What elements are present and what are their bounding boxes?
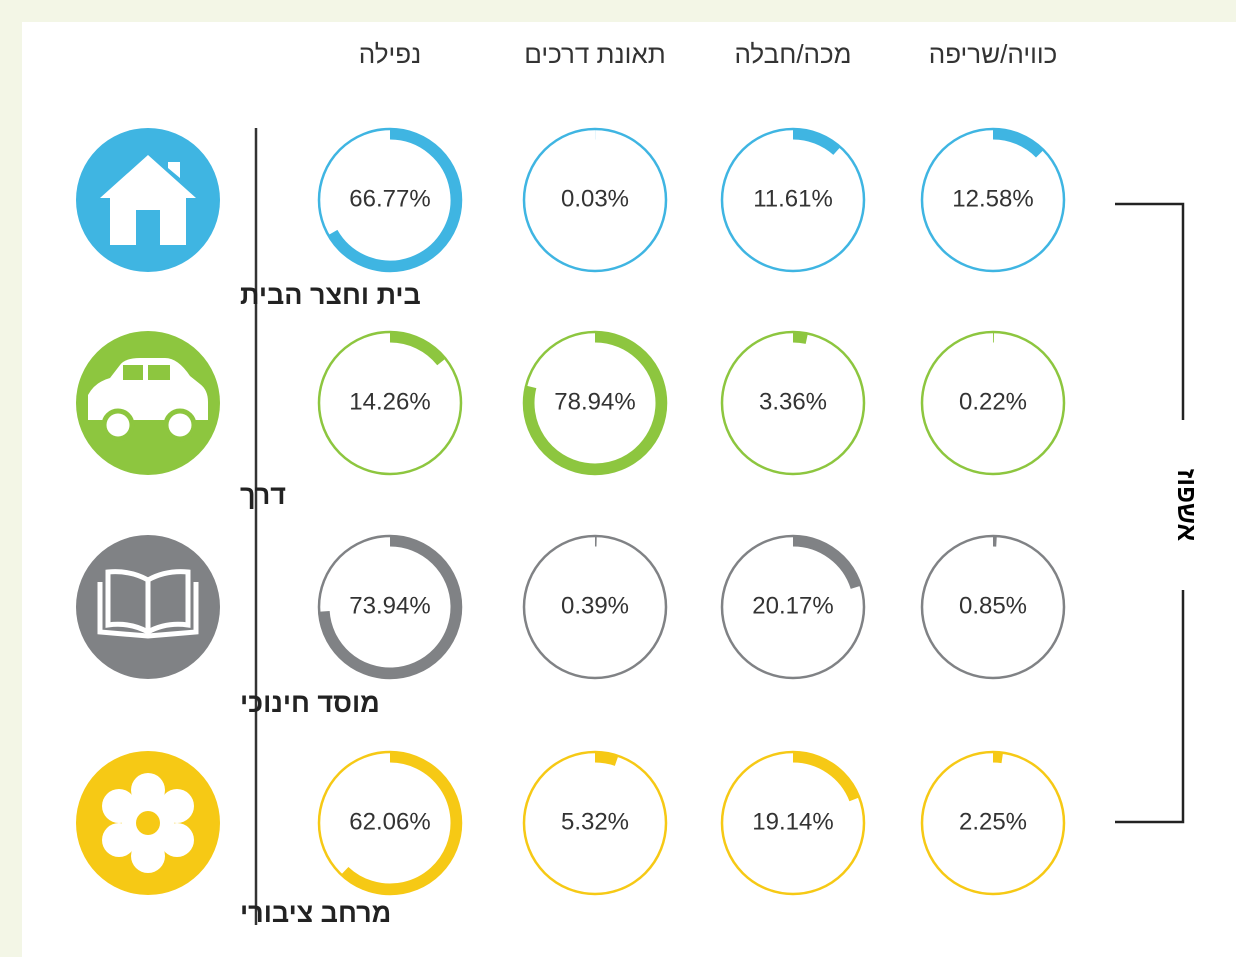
ring-arc bbox=[792, 751, 860, 802]
column-header: כוויה/שריפה bbox=[929, 39, 1058, 69]
ring-arc bbox=[992, 128, 1044, 158]
ring-arc bbox=[318, 535, 462, 679]
ring-track bbox=[920, 330, 1066, 476]
value-label: 66.77% bbox=[349, 185, 430, 212]
value-label: 0.22% bbox=[959, 388, 1027, 415]
value-label: 2.25% bbox=[959, 808, 1027, 835]
value-label: 62.06% bbox=[349, 808, 430, 835]
car-icon bbox=[88, 358, 208, 442]
ring-arc bbox=[340, 751, 462, 895]
value-label: 20.17% bbox=[752, 592, 833, 619]
row-label: דרך bbox=[240, 480, 286, 510]
value-label: 11.61% bbox=[753, 185, 833, 212]
ring-arc bbox=[792, 331, 808, 344]
row-label: מרחב ציבורי bbox=[240, 898, 391, 928]
ring-arc bbox=[523, 331, 667, 475]
ring-arc bbox=[792, 128, 841, 156]
value-label: 0.85% bbox=[959, 592, 1027, 619]
value-label: 3.36% bbox=[759, 388, 827, 415]
value-label: 0.03% bbox=[561, 185, 629, 212]
value-label: 78.94% bbox=[554, 388, 635, 415]
ring-track bbox=[522, 534, 668, 680]
ring-arc bbox=[792, 535, 862, 590]
icons bbox=[88, 155, 208, 873]
value-label: 14.26% bbox=[349, 388, 430, 415]
book-icon bbox=[97, 569, 199, 639]
column-header: נפילה bbox=[359, 39, 421, 69]
value-label: 19.14% bbox=[752, 808, 833, 835]
ring-track bbox=[720, 127, 866, 273]
value-label: 12.58% bbox=[952, 185, 1033, 212]
bracket bbox=[1115, 202, 1185, 824]
ring-track bbox=[720, 330, 866, 476]
house-icon bbox=[100, 155, 196, 245]
panel bbox=[22, 22, 1236, 957]
column-header: תאונת דרכים bbox=[524, 39, 665, 69]
ring-arc bbox=[389, 331, 446, 366]
ring-track bbox=[920, 750, 1066, 896]
column-header: מכה/חבלה bbox=[734, 39, 851, 69]
ring-track bbox=[317, 330, 463, 476]
ring-track bbox=[720, 534, 866, 680]
value-label: 0.39% bbox=[561, 592, 629, 619]
value-label: 73.94% bbox=[349, 592, 430, 619]
flower-icon bbox=[102, 773, 194, 873]
row-label: בית וחצר הבית bbox=[240, 280, 421, 310]
row-label: מוסד חינוכי bbox=[240, 688, 380, 718]
ring-arc bbox=[992, 751, 1004, 764]
ring-arc bbox=[594, 751, 619, 766]
ring-arc bbox=[327, 128, 462, 272]
axis-label: אשפוז bbox=[1172, 469, 1202, 542]
ring-track bbox=[920, 127, 1066, 273]
value-label: 5.32% bbox=[561, 808, 629, 835]
